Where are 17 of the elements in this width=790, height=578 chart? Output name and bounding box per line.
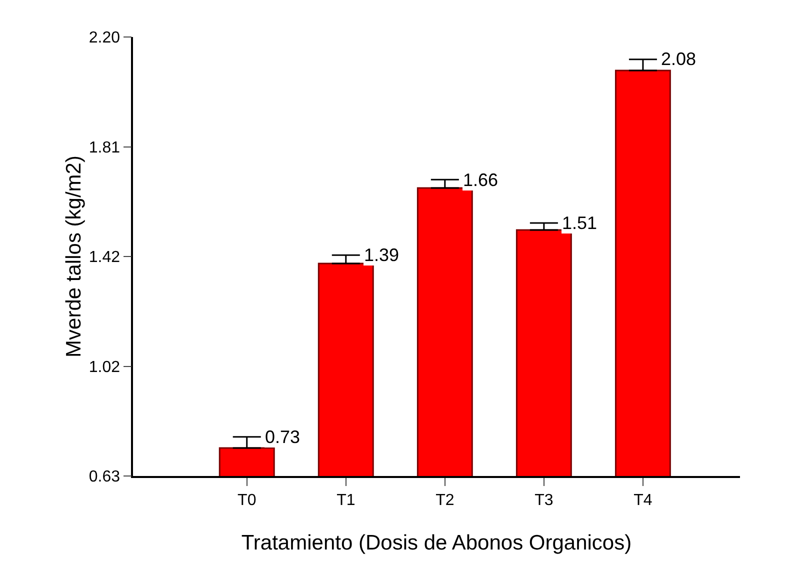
x-tick-label: T3 [534,492,554,509]
x-tick-label: T1 [336,492,356,509]
y-tick-label: 1.02 [88,358,120,376]
y-tick-label: 1.81 [88,139,120,156]
data-label: 1.51 [562,213,598,233]
data-label: 1.66 [463,170,498,190]
y-tick-label: 0.63 [88,468,120,486]
y-axis-title: Mverde tallos (kg/m2) [62,156,86,358]
x-tick-label: T2 [436,492,454,509]
x-axis-title: Tratamiento (Dosis de Abonos Organicos) [241,532,632,554]
x-tick-label: T0 [238,492,256,509]
y-tick-label: 2.20 [88,30,120,47]
y-tick-label: 1.42 [88,249,120,266]
data-label: 2.08 [661,49,696,69]
x-tick-label: T4 [634,492,652,509]
data-label: 0.73 [265,427,300,447]
data-label: 1.39 [364,245,400,265]
